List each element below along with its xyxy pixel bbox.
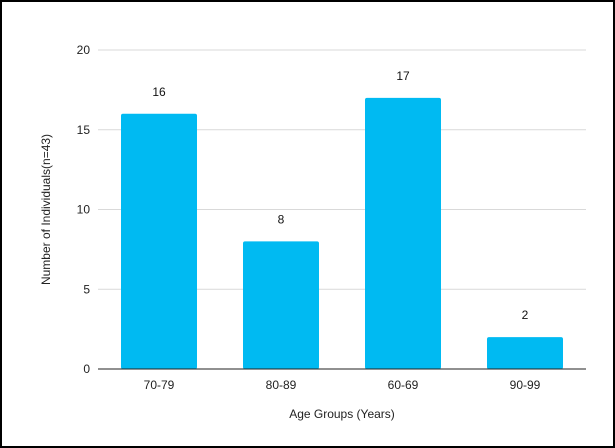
x-tick-label-70-79: 70-79 <box>144 378 175 392</box>
x-axis-title: Age Groups (Years) <box>289 407 395 421</box>
y-axis-ticks: 0 5 10 15 20 <box>77 43 91 376</box>
bar-60-69 <box>365 97 441 369</box>
y-tick-label: 0 <box>83 362 90 376</box>
data-label-80-89: 8 <box>278 212 285 226</box>
y-tick-label: 5 <box>83 282 90 296</box>
x-tick-label-90-99: 90-99 <box>510 378 541 392</box>
data-label-60-69: 17 <box>396 69 410 83</box>
x-axis-ticks: 70-79 80-89 60-69 90-99 <box>144 378 541 392</box>
bar-90-99 <box>487 337 563 369</box>
data-labels: 16 8 17 2 <box>152 69 528 322</box>
y-tick-label: 20 <box>77 43 91 57</box>
data-label-70-79: 16 <box>152 85 166 99</box>
x-tick-label-80-89: 80-89 <box>266 378 297 392</box>
bars <box>121 97 563 369</box>
x-tick-label-60-69: 60-69 <box>388 378 419 392</box>
bar-70-79 <box>121 113 197 369</box>
bar-80-89 <box>243 241 319 369</box>
y-tick-label: 15 <box>77 123 91 137</box>
data-label-90-99: 2 <box>522 308 529 322</box>
y-tick-label: 10 <box>77 203 91 217</box>
y-axis-title: Number of Individuals(n=43) <box>39 134 53 285</box>
